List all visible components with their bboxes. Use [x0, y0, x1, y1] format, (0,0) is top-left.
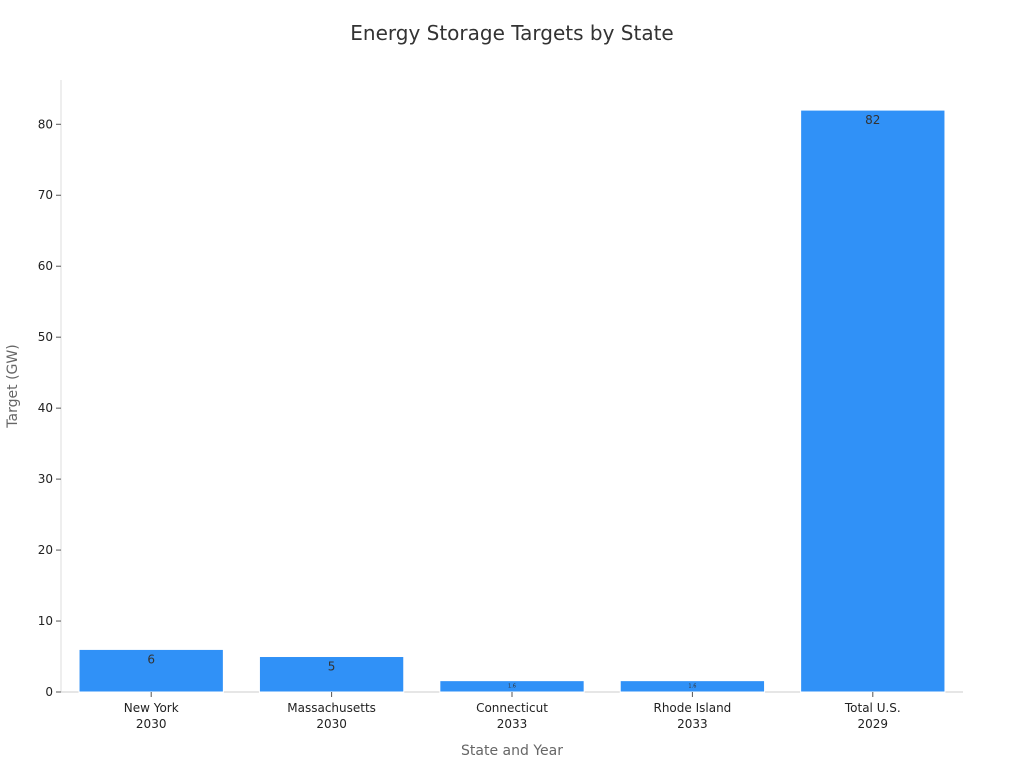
y-tick-label: 70: [38, 188, 53, 202]
y-tick-label: 40: [38, 401, 53, 415]
bar-value-label: 5: [328, 660, 336, 674]
x-tick-label: New York 2030: [124, 701, 179, 731]
x-tick-label: Total U.S. 2029: [844, 701, 901, 731]
bar-value-label: 6: [147, 652, 155, 666]
y-axis-title: Target (GW): [5, 344, 21, 428]
x-axis-ticks: New York 2030 Massachusetts 2030 Connecticut…: [124, 692, 901, 731]
bar-value-label: 1.6: [508, 684, 516, 690]
y-tick-label: 0: [45, 685, 53, 699]
x-tick-label: Rhode Island 2033: [653, 701, 731, 731]
y-tick-label: 20: [38, 543, 53, 557]
bar-value-label: 82: [865, 113, 880, 127]
x-tick-label: Massachusetts 2030: [287, 701, 376, 731]
bar: [78, 648, 224, 693]
y-tick-label: 30: [38, 472, 53, 486]
bars: 6 5 1.6 1.6 82: [78, 109, 946, 693]
bar-value-label: 1.6: [688, 684, 696, 690]
y-tick-label: 60: [38, 259, 53, 273]
bar: [258, 656, 405, 693]
bar: [800, 109, 946, 693]
x-tick-label: Connecticut 2033: [476, 701, 548, 731]
y-tick-label: 10: [38, 614, 53, 628]
y-tick-label: 50: [38, 330, 53, 344]
y-tick-label: 80: [38, 117, 53, 131]
chart-title: Energy Storage Targets by State: [350, 21, 673, 45]
x-axis-title: State and Year: [461, 743, 563, 759]
y-axis-ticks: 0 10 20 30 40 50 60 70 80: [38, 117, 61, 699]
